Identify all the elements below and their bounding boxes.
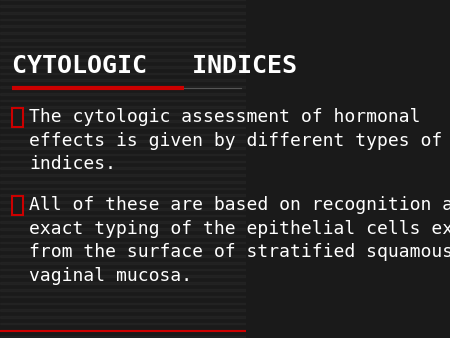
Bar: [0, 289, 246, 291]
Bar: [0, 316, 246, 318]
Bar: [0, 66, 246, 68]
Bar: [0, 154, 246, 155]
Bar: [0, 336, 246, 338]
Bar: [0, 323, 246, 324]
Bar: [0, 296, 246, 297]
Bar: [0, 161, 246, 162]
Bar: [0, 5, 246, 7]
Bar: [0, 242, 246, 243]
Bar: [0, 330, 246, 331]
Bar: [0, 262, 246, 264]
Bar: [0, 208, 246, 210]
Bar: [0, 188, 246, 189]
Bar: [0, 106, 246, 108]
Bar: [0, 255, 246, 257]
Bar: [0, 52, 246, 54]
Bar: [0, 269, 246, 270]
Bar: [0, 19, 246, 20]
Bar: [0, 59, 246, 61]
Bar: [0, 73, 246, 74]
Bar: [0, 215, 246, 216]
Bar: [0, 181, 246, 183]
Bar: [0, 303, 246, 304]
Bar: [0, 127, 246, 128]
Bar: [12, 196, 23, 215]
Bar: [0, 79, 246, 81]
Bar: [0, 282, 246, 284]
Bar: [0, 201, 246, 203]
Bar: [0, 221, 246, 223]
Bar: [0, 113, 246, 115]
Bar: [0, 134, 246, 135]
Bar: [0, 32, 246, 34]
Bar: [0, 309, 246, 311]
Bar: [0, 12, 246, 14]
Bar: [0, 174, 246, 176]
Text: All of these are based on recognition and
exact typing of the epithelial cells e: All of these are based on recognition an…: [30, 196, 450, 285]
Bar: [12, 108, 23, 127]
Bar: [0, 25, 246, 27]
Text: The cytologic assessment of hormonal
effects is given by different types of
indi: The cytologic assessment of hormonal eff…: [30, 108, 443, 173]
Bar: [0, 228, 246, 230]
Bar: [0, 120, 246, 122]
Bar: [0, 46, 246, 47]
Bar: [0, 275, 246, 277]
Bar: [0, 194, 246, 196]
Bar: [0, 167, 246, 169]
Bar: [0, 147, 246, 149]
Bar: [0, 248, 246, 250]
Bar: [0, 86, 246, 88]
Bar: [0, 93, 246, 95]
Bar: [0, 140, 246, 142]
Bar: [0, 100, 246, 101]
Text: CYTOLOGIC   INDICES: CYTOLOGIC INDICES: [12, 54, 297, 78]
Bar: [0, 235, 246, 237]
Bar: [0, 39, 246, 41]
